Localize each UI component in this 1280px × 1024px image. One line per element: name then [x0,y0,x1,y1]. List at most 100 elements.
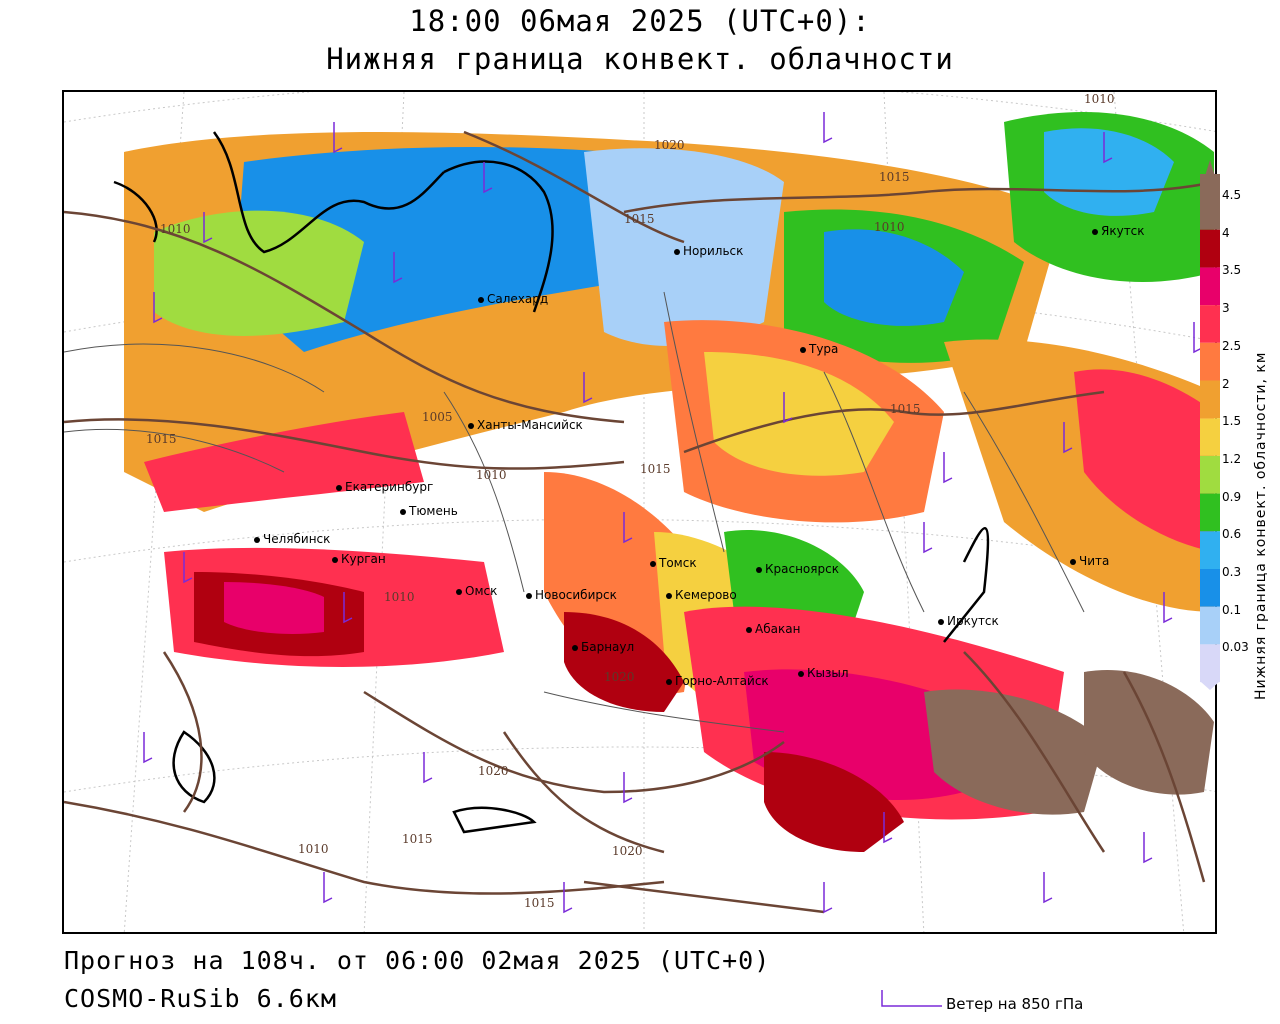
city-marker [666,678,672,685]
city-tyumen[interactable]: Тюмень [400,504,458,518]
isobar-label: 1010 [384,590,415,604]
city-marker [478,296,484,303]
city-marker [1092,228,1098,235]
city-marker [336,484,342,491]
colorbar-segment [1200,229,1220,268]
city-omsk[interactable]: Омск [456,584,497,598]
city-marker [674,248,680,255]
isobar-label: 1020 [654,138,685,152]
forecast-info: Прогноз на 108ч. от 06:00 02мая 2025 (UT… [64,946,771,975]
wind-barb-icon [881,990,942,1007]
colorbar-tick-label: 4 [1222,225,1230,240]
colorbar-segment [1200,569,1220,607]
city-norilsk[interactable]: Норильск [674,244,743,258]
colorbar-segment [1200,380,1220,419]
wind-barbs [143,112,1203,914]
city-marker [938,618,944,625]
colorbar-segment [1200,267,1220,306]
city-chelyabinsk[interactable]: Челябинск [254,532,330,546]
city-marker [400,508,406,515]
colorbar-tick-label: 0.6 [1222,527,1242,542]
city-yakutsk[interactable]: Якутск [1092,224,1145,238]
city-marker [666,592,672,599]
colorbar-segment [1200,305,1220,343]
city-abakan[interactable]: Абакан [746,622,800,636]
isobar-label: 1010 [874,220,905,234]
wind-legend-label: Ветер на 850 гПа [946,995,1084,1013]
colorbar [1200,160,1220,690]
isobar-label: 1015 [524,896,555,910]
city-gorno-altaysk[interactable]: Горно-Алтайск [666,674,769,688]
colorbar-tick-label: 2 [1222,376,1230,391]
colorbar-tick-label: 1.5 [1222,414,1242,429]
colorbar-segment [1200,342,1220,381]
map-title: 18:00 06мая 2025 (UTC+0): [409,4,871,38]
isobar-label: 1010 [1084,92,1115,106]
colorbar-tick-label: 3 [1222,301,1230,316]
region-borders [64,291,1085,733]
colorbar-segment [1200,418,1220,456]
isobar-label: 1015 [402,832,433,846]
model-info: COSMO-RuSib 6.6км [64,984,337,1013]
colorbar-segment [1200,455,1220,494]
city-marker [746,626,752,633]
city-salekhard[interactable]: Салехард [478,292,548,306]
cloud-field [124,112,1214,852]
colorbar-tick-label: 1.2 [1222,451,1242,466]
coastlines [113,131,990,834]
colorbar-segment [1200,174,1220,230]
city-marker [468,422,474,429]
city-irkutsk[interactable]: Иркутск [938,614,999,628]
city-marker [1070,558,1076,565]
city-marker [456,588,462,595]
isobars [64,130,1215,914]
colorbar-tick-label: 3.5 [1222,263,1242,278]
colorbar-tick-label: 4.5 [1222,188,1242,202]
city-khanty-mansiysk[interactable]: Ханты-Мансийск [468,418,583,432]
city-kemerovo[interactable]: Кемерово [666,588,737,602]
map-graphic [64,92,1215,932]
city-marker [650,560,656,567]
colorbar-tick-label: 0.03 [1222,640,1249,655]
isobar-label: 1020 [604,670,635,684]
isobar-label: 1010 [160,222,191,236]
city-marker [332,556,338,563]
wind-legend: Ветер на 850 гПа [880,988,1140,1018]
city-marker [800,346,806,353]
colorbar-segment [1200,644,1220,683]
colorbar-segment [1200,606,1220,645]
city-tura[interactable]: Тура [800,342,838,356]
isobar-label: 1015 [640,462,671,476]
city-barnaul[interactable]: Барнаул [572,640,634,654]
city-yekaterinburg[interactable]: Екатеринбург [336,480,433,494]
colorbar-tick-label: 0.1 [1222,602,1242,617]
map-canvas[interactable]: 1010 1020 1015 1015 1010 1010 1015 1005 … [62,90,1217,934]
city-chita[interactable]: Чита [1070,554,1109,568]
city-kyzyl[interactable]: Кызыл [798,666,849,680]
map-subtitle: Нижняя граница конвект. облачности [326,42,954,76]
colorbar-bottom-arrow [1200,681,1220,690]
isobar-label: 1015 [890,402,921,416]
city-marker [572,644,578,651]
colorbar-segment [1200,493,1220,532]
city-kurgan[interactable]: Курган [332,552,386,566]
colorbar-tick-label: 0.3 [1222,565,1242,579]
city-novosibirsk[interactable]: Новосибирск [526,588,617,602]
city-marker [756,566,762,573]
colorbar-segment [1200,531,1220,569]
city-tomsk[interactable]: Томск [650,556,697,570]
isobar-label: 1020 [612,844,643,858]
colorbar-tick-label: 2.5 [1222,338,1242,353]
isobar-label: 1010 [298,842,329,856]
city-marker [254,536,260,543]
city-marker [526,592,532,599]
colorbar-tick-label: 0.9 [1222,489,1242,504]
isobar-label: 1005 [422,410,453,424]
colorbar-title: Нижняя граница конвект. облачности, км [1253,351,1269,700]
isobar-label: 1020 [478,764,509,778]
city-krasnoyarsk[interactable]: Красноярск [756,562,839,576]
isobar-label: 1015 [146,432,177,446]
isobar-label: 1015 [624,212,655,226]
city-marker [798,670,804,677]
isobar-label: 1015 [879,170,910,184]
